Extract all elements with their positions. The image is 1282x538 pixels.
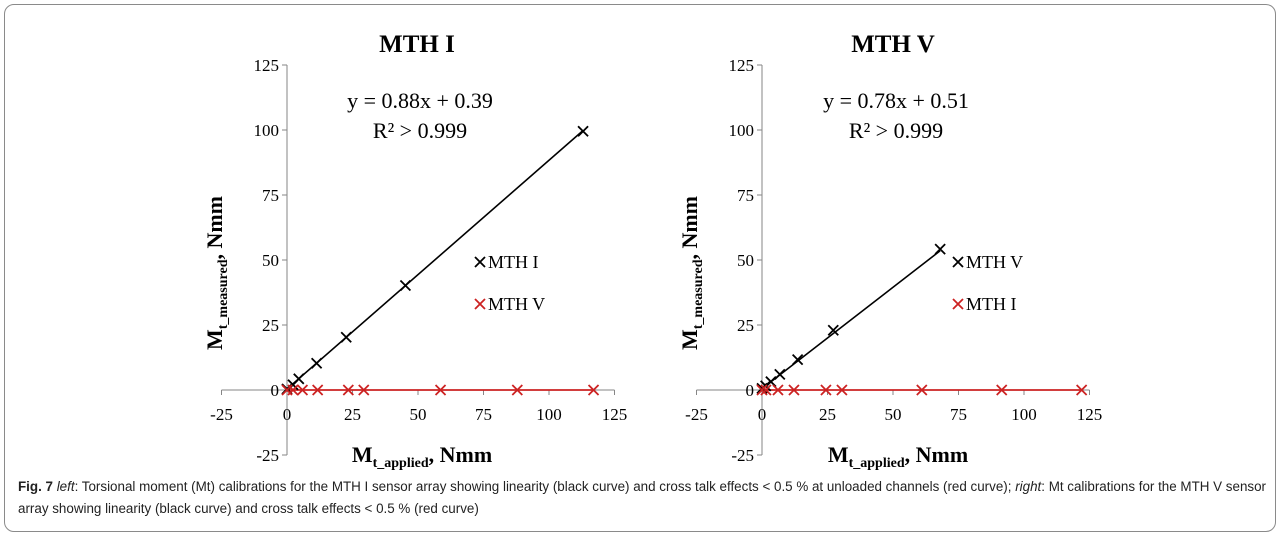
chart-title: MTH V: [851, 31, 935, 58]
point-red-1: [760, 384, 772, 396]
equation-label: y = 0.78x + 0.51: [823, 88, 969, 113]
x-tick-label: 50: [410, 405, 427, 424]
point-red-2: [296, 384, 309, 396]
chart-title: MTH I: [379, 31, 455, 58]
fit-line-black: [761, 250, 941, 390]
point-black-6: [577, 125, 589, 137]
legend-marker-2: [474, 298, 486, 310]
y-tick-label: 75: [737, 186, 754, 205]
x-tick-label: 25: [344, 405, 361, 424]
point-black-6: [934, 243, 946, 255]
point-red-3: [312, 384, 324, 396]
legend-label-2: MTH I: [966, 294, 1017, 314]
point-black-5: [827, 324, 839, 336]
point-black-5: [399, 279, 412, 292]
fit-line-black: [286, 129, 584, 390]
caption-right-word: right: [1015, 479, 1042, 494]
y-tick-label: 0: [271, 381, 280, 400]
point-red-4: [820, 384, 832, 396]
point-red-5: [358, 384, 370, 396]
caption-fig-label: Fig. 7: [18, 479, 53, 494]
point-red-6: [916, 384, 928, 396]
x-tick-label: 125: [602, 405, 628, 424]
y-tick-label: -25: [256, 446, 279, 465]
y-tick-label: 75: [262, 186, 279, 205]
x-tick-label: 0: [758, 405, 767, 424]
y-tick-label: -25: [731, 446, 754, 465]
x-axis-label: Mt_applied, Nmm: [828, 442, 968, 471]
point-black-2: [293, 373, 305, 385]
point-red-6: [434, 384, 447, 396]
point-black-3: [310, 357, 323, 369]
point-red-0: [756, 384, 768, 396]
point-red-3: [788, 384, 800, 396]
figure-caption: Fig. 7 left: Torsional moment (Mt) calib…: [18, 476, 1266, 520]
chart-1: MTH I -25 0 25 50 75 100 125 -25 0 25 50 75 100 125 y =…: [202, 31, 627, 471]
x-tick-label: 50: [885, 405, 902, 424]
r2-label: R² > 0.999: [849, 118, 943, 143]
y-tick-label: 100: [729, 121, 755, 140]
y-tick-label: 125: [729, 56, 755, 75]
x-tick-label: 100: [1011, 405, 1037, 424]
point-red-7: [511, 384, 523, 396]
x-tick-label: 75: [475, 405, 492, 424]
chart-2: MTH V -25 0 25 50 75 100 125 -25 0 25 50 75 100 125 y =…: [677, 31, 1102, 471]
legend-label-1: MTH V: [966, 252, 1023, 272]
caption-part1: : Torsional moment (Mt) calibrations for…: [74, 479, 1016, 494]
point-red-1: [287, 384, 299, 396]
equation-label: y = 0.88x + 0.39: [347, 88, 493, 113]
legend-marker-1: [474, 256, 486, 268]
caption-part2: : Mt calibrations for the MTH V sensor a…: [18, 479, 1266, 516]
x-tick-label: 75: [950, 405, 967, 424]
point-black-4: [791, 353, 804, 366]
point-red-5: [836, 384, 848, 396]
caption-left-word: left: [56, 479, 75, 494]
r2-label: R² > 0.999: [373, 118, 467, 143]
y-tick-label: 50: [262, 251, 279, 270]
y-axis-label: Mt_measured, Nmm: [202, 196, 231, 350]
y-tick-label: 100: [254, 121, 280, 140]
point-black-3: [774, 368, 786, 381]
x-tick-label: 25: [819, 405, 836, 424]
legend-label-2: MTH V: [488, 294, 545, 314]
point-red-2: [772, 384, 784, 396]
legend-label-1: MTH I: [488, 252, 539, 272]
point-black-4: [340, 331, 352, 343]
legend-marker-2: [952, 298, 964, 310]
point-red-8: [587, 384, 600, 396]
point-red-4: [342, 384, 354, 396]
legend-marker-1: [952, 256, 964, 268]
y-tick-label: 0: [746, 381, 755, 400]
y-axis-label: Mt_measured, Nmm: [677, 196, 706, 350]
y-tick-label: 125: [254, 56, 280, 75]
point-red-8: [1076, 384, 1088, 396]
y-tick-label: 50: [737, 251, 754, 270]
x-tick-label: 0: [283, 405, 292, 424]
x-tick-label: -25: [210, 405, 233, 424]
x-tick-label: -25: [685, 405, 708, 424]
y-tick-label: 25: [262, 316, 279, 335]
x-tick-label: 125: [1077, 405, 1103, 424]
point-red-7: [996, 384, 1008, 396]
x-tick-label: 100: [536, 405, 562, 424]
figure-frame: [4, 4, 1276, 532]
y-tick-label: 25: [737, 316, 754, 335]
x-axis-label: Mt_applied, Nmm: [352, 442, 492, 471]
